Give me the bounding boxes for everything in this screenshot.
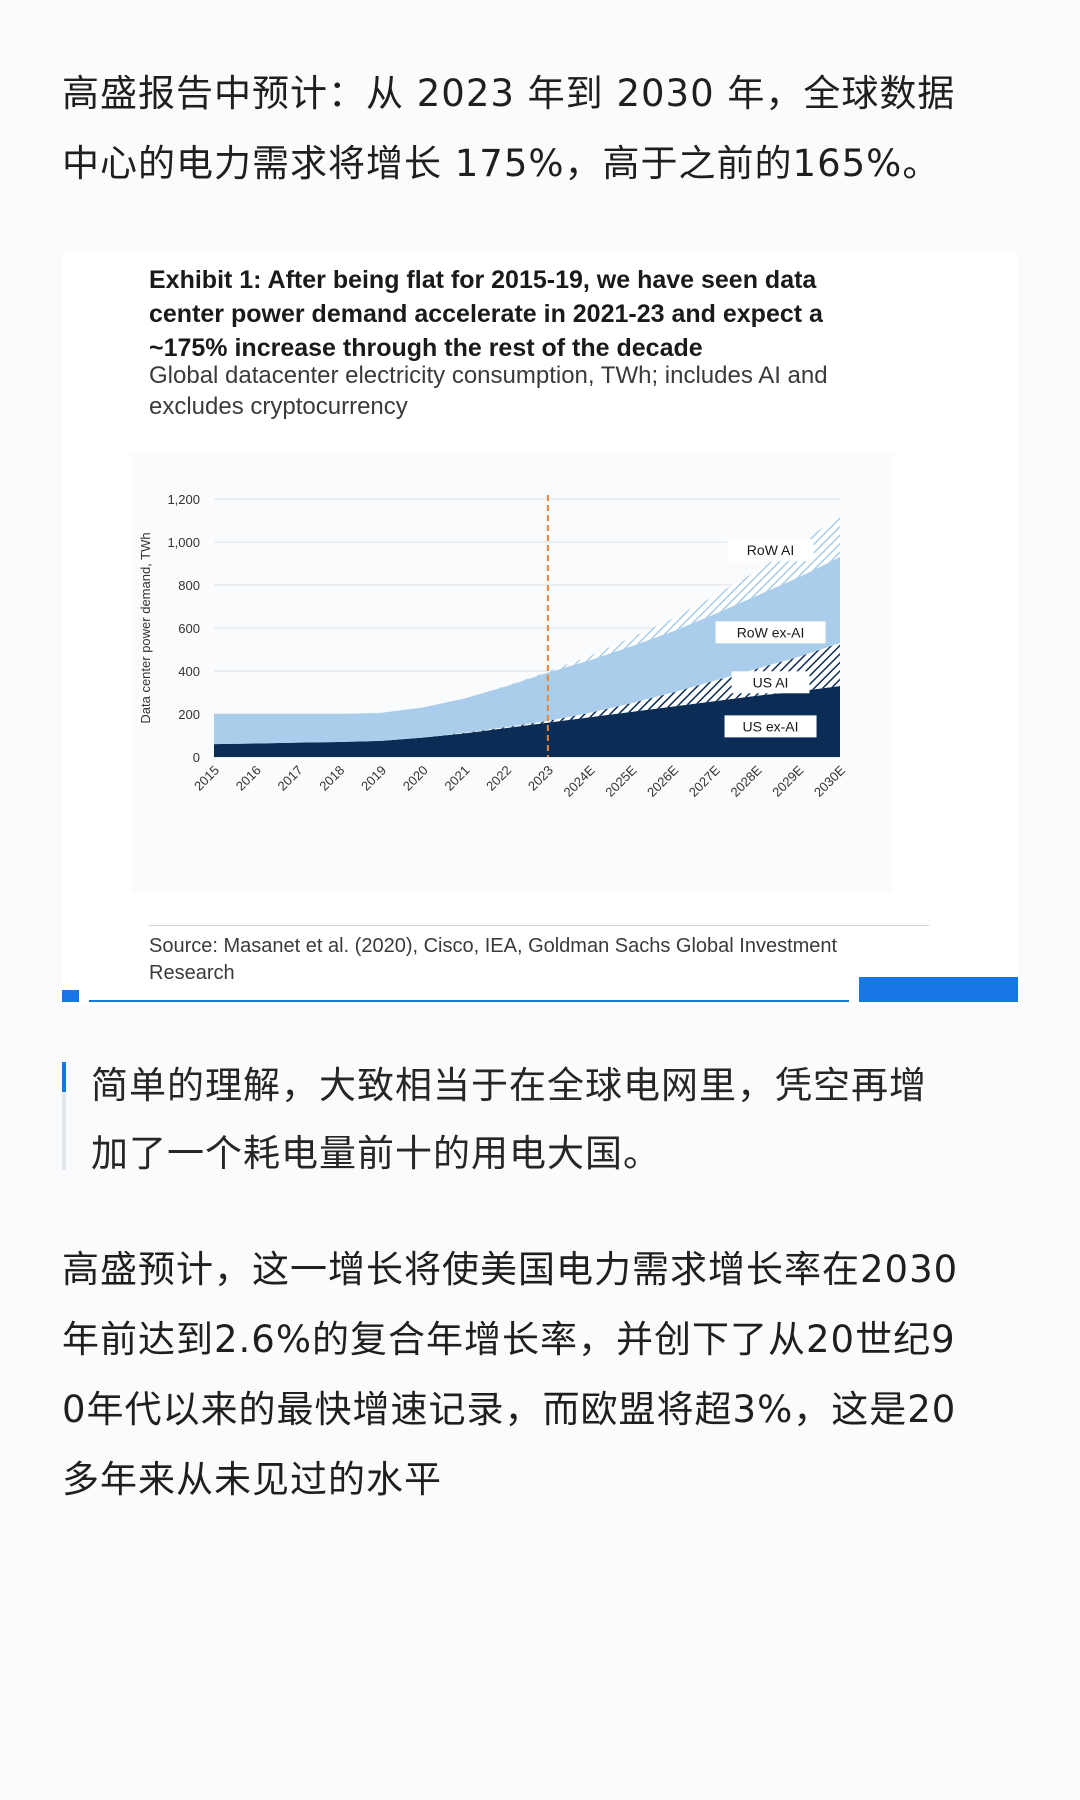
exhibit-title: Exhibit 1: After being flat for 2015-19,… — [149, 263, 969, 365]
exhibit-source: Source: Masanet et al. (2020), Cisco, IE… — [149, 933, 929, 987]
quote-line-1: 简单的理解，大致相当于在全球电网里，凭空再增 — [91, 1064, 927, 1107]
exhibit-subtitle: Global datacenter electricity consumptio… — [149, 360, 969, 422]
exhibit-subtitle-line-1: Global datacenter electricity consumptio… — [149, 362, 828, 389]
y-tick-label: 800 — [178, 578, 200, 593]
y-tick-label: 600 — [178, 621, 200, 636]
exhibit-source-line-1: Source: Masanet et al. (2020), Cisco, IE… — [149, 935, 838, 957]
y-tick-label: 1,000 — [167, 535, 200, 550]
area-us-ex-ai — [214, 686, 840, 757]
y-axis-label: Data center power demand, TWh — [138, 532, 153, 723]
quote-line-2: 加了一个耗电量前十的用电大国。 — [91, 1132, 661, 1175]
quote-text: 简单的理解，大致相当于在全球电网里，凭空再增 加了一个耗电量前十的用电大国。 — [91, 1052, 1021, 1188]
forecast-line-4: 多年来从未见过的水平 — [62, 1458, 442, 1501]
exhibit-title-line-3: ~175% increase through the rest of the d… — [149, 334, 703, 362]
intro-line-1: 高盛报告中预计：从 2023 年到 2030 年，全球数据 — [62, 72, 956, 115]
figure-accent-line — [89, 1000, 849, 1002]
area-us-ai — [214, 643, 840, 745]
y-tick-label: 0 — [193, 750, 200, 765]
series-label-box — [727, 539, 814, 562]
figure-accent-left — [62, 990, 79, 1002]
y-tick-label: 1,200 — [167, 492, 200, 507]
series-label: RoW AI — [747, 542, 794, 558]
exhibit-title-line-2: center power demand accelerate in 2021-2… — [149, 300, 823, 328]
series-label-box — [724, 715, 817, 738]
y-tick-label: 400 — [178, 664, 200, 679]
exhibit-title-line-1: Exhibit 1: After being flat for 2015-19,… — [149, 266, 817, 294]
quote-bar — [62, 1062, 66, 1170]
chart-series-labels: US ex-AI US AI RoW ex-AI RoW AI — [715, 539, 826, 738]
forecast-line-3: 0年代以来的最快增速记录，而欧盟将超3%，这是20 — [62, 1388, 957, 1431]
series-label-box — [731, 671, 810, 694]
blockquote: 简单的理解，大致相当于在全球电网里，凭空再增 加了一个耗电量前十的用电大国。 — [62, 1052, 1018, 1175]
exhibit-source-line-2: Research — [149, 962, 235, 984]
figure-accent-right — [859, 977, 1018, 1002]
intro-paragraph: 高盛报告中预计：从 2023 年到 2030 年，全球数据 中心的电力需求将增长… — [62, 59, 1018, 199]
chart-areas — [214, 495, 840, 757]
series-label: US ex-AI — [743, 718, 799, 734]
exhibit-figure: Exhibit 1: After being flat for 2015-19,… — [62, 253, 1018, 1005]
power-demand-chart: 0 200 400 600 800 1,000 1,200 Data center power… — [132, 453, 892, 893]
forecast-paragraph: 高盛预计，这一增长将使美国电力需求增长率在2030 年前达到2.6%的复合年增长… — [62, 1235, 1018, 1515]
series-label: RoW ex-AI — [737, 624, 805, 640]
series-label-box — [715, 621, 826, 644]
forecast-line-1: 高盛预计，这一增长将使美国电力需求增长率在2030 — [62, 1248, 959, 1291]
quote-bar-accent — [62, 1062, 66, 1092]
y-tick-label: 200 — [178, 707, 200, 722]
series-label: US AI — [753, 674, 789, 690]
exhibit-subtitle-line-2: excludes cryptocurrency — [149, 393, 408, 420]
intro-line-2: 中心的电力需求将增长 175%，高于之前的165%。 — [62, 142, 941, 185]
forecast-line-2: 年前达到2.6%的复合年增长率，并创下了从20世纪9 — [62, 1318, 956, 1361]
area-row-ex-ai — [214, 557, 840, 745]
source-divider — [149, 925, 929, 926]
